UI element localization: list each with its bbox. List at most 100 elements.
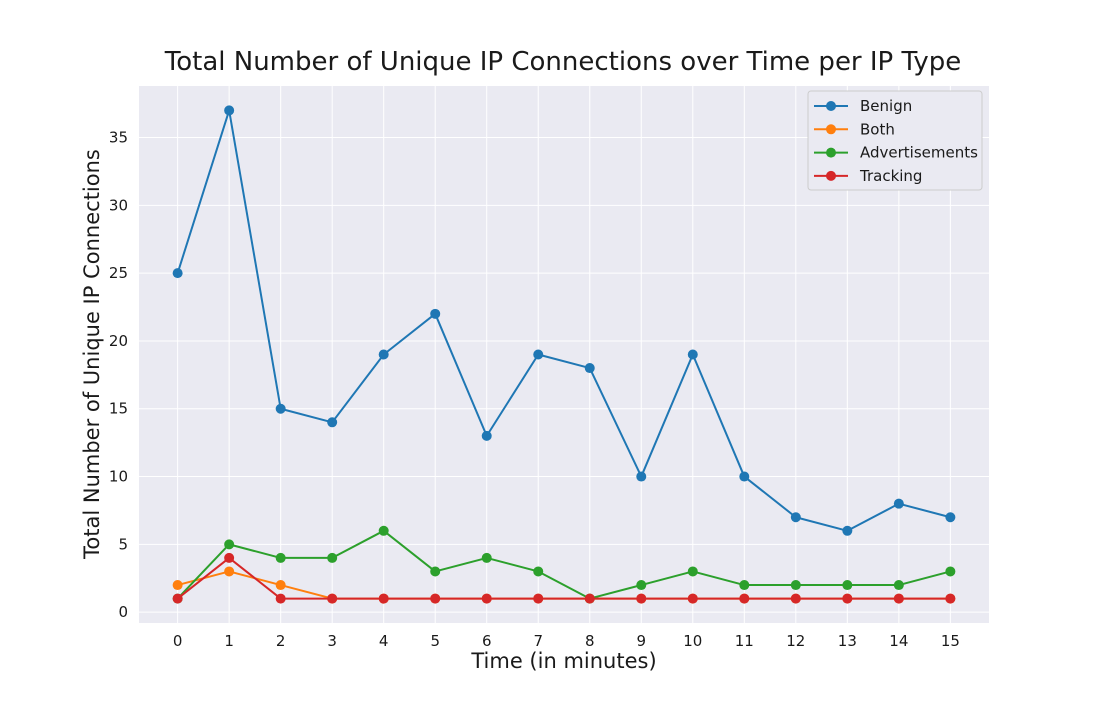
- data-point-benign: [893, 498, 904, 509]
- data-point-advertisements: [327, 552, 338, 563]
- data-point-tracking: [430, 593, 441, 604]
- x-tick-label: 4: [379, 632, 389, 650]
- legend-marker: [826, 101, 836, 111]
- data-point-advertisements: [275, 552, 286, 563]
- data-point-benign: [687, 349, 698, 360]
- legend-marker: [826, 147, 836, 158]
- x-tick-label: 6: [482, 632, 492, 650]
- x-tick-labels: 0 1 2 3 4 5 6 7 8 9 10 11 12 13 14 15: [173, 632, 960, 650]
- y-tick-label: 35: [109, 129, 128, 147]
- x-tick-label: 0: [173, 632, 183, 650]
- series-line-benign: [176, 109, 951, 532]
- y-axis-label: Total Number of Unique IP Connections: [80, 149, 104, 560]
- data-point-benign: [584, 363, 595, 374]
- data-point-tracking: [481, 593, 492, 604]
- data-point-tracking: [172, 593, 183, 604]
- data-point-benign: [842, 525, 853, 536]
- data-point-tracking: [739, 593, 750, 604]
- x-tick-label: 5: [430, 632, 440, 650]
- legend-marker: [826, 170, 836, 181]
- legend-item-benign: Benign: [814, 97, 912, 115]
- y-tick-label: 30: [109, 196, 128, 214]
- data-point-tracking: [275, 593, 286, 604]
- y-tick-label: 15: [109, 400, 128, 418]
- x-tick-label: 8: [585, 632, 595, 650]
- legend-item-advertisements: Advertisements: [814, 144, 978, 162]
- legend-label: Both: [860, 120, 895, 138]
- data-point-advertisements: [739, 580, 750, 591]
- data-point-advertisements: [636, 580, 647, 591]
- data-point-tracking: [790, 593, 801, 604]
- data-point-advertisements: [224, 539, 235, 550]
- x-tick-label: 9: [636, 632, 646, 650]
- chart-title: Total Number of Unique IP Connections ov…: [164, 47, 961, 77]
- x-tick-label: 3: [327, 632, 337, 650]
- y-tick-label: 25: [109, 264, 128, 282]
- x-tick-label: 15: [941, 632, 960, 650]
- legend-item-tracking: Tracking: [814, 167, 922, 185]
- legend-item-both: Both: [814, 120, 895, 138]
- data-point-both: [224, 566, 235, 577]
- legend-box: [807, 90, 983, 191]
- data-point-benign: [790, 512, 801, 523]
- series-group: [172, 105, 956, 604]
- data-point-benign: [327, 417, 338, 428]
- legend-label: Advertisements: [860, 144, 978, 162]
- y-tick-label: 5: [118, 535, 128, 553]
- data-point-both: [275, 580, 286, 591]
- data-point-benign: [739, 471, 750, 482]
- series-line-tracking: [177, 556, 951, 600]
- data-point-advertisements: [533, 566, 544, 577]
- data-point-tracking: [842, 593, 853, 604]
- data-point-tracking: [636, 593, 647, 604]
- data-point-tracking: [893, 593, 904, 604]
- data-point-tracking: [945, 593, 956, 604]
- data-point-benign: [533, 349, 544, 360]
- data-point-advertisements: [945, 566, 956, 577]
- data-point-benign: [224, 105, 235, 116]
- x-axis-label: Time (in minutes): [470, 649, 656, 673]
- data-point-tracking: [224, 552, 235, 563]
- x-tick-label: 7: [533, 632, 543, 650]
- y-tick-label: 10: [109, 468, 128, 486]
- x-tick-label: 12: [786, 632, 805, 650]
- series-tracking: [172, 552, 956, 604]
- x-tick-label: 10: [683, 632, 702, 650]
- data-point-benign: [636, 471, 647, 482]
- data-point-tracking: [584, 593, 595, 604]
- data-point-benign: [275, 403, 286, 414]
- data-point-advertisements: [790, 580, 801, 591]
- data-point-advertisements: [687, 566, 698, 577]
- data-point-benign: [945, 512, 956, 523]
- x-tick-label: 14: [889, 632, 908, 650]
- data-point-tracking: [687, 593, 698, 604]
- data-point-advertisements: [842, 580, 853, 591]
- y-tick-labels: 0 5 10 15 20 25 30 35: [109, 129, 128, 622]
- x-tick-label: 13: [838, 632, 857, 650]
- data-point-advertisements: [430, 566, 441, 577]
- data-point-both: [172, 580, 183, 591]
- y-tick-label: 0: [118, 603, 128, 621]
- data-point-advertisements: [481, 552, 492, 563]
- data-point-benign: [481, 430, 492, 441]
- data-point-tracking: [378, 593, 389, 604]
- data-point-benign: [172, 268, 183, 279]
- x-tick-label: 1: [224, 632, 234, 650]
- data-point-tracking: [533, 593, 544, 604]
- y-tick-label: 20: [109, 332, 128, 350]
- legend-label: Tracking: [859, 167, 922, 185]
- data-point-advertisements: [378, 525, 389, 536]
- series-line-advertisements: [176, 529, 951, 600]
- legend-marker: [826, 124, 836, 135]
- data-point-benign: [430, 308, 441, 319]
- data-point-advertisements: [893, 580, 904, 591]
- x-tick-label: 11: [735, 632, 754, 650]
- data-point-tracking: [327, 593, 338, 604]
- series-benign: [172, 105, 956, 536]
- data-point-benign: [378, 349, 389, 360]
- x-tick-label: 2: [276, 632, 286, 650]
- legend: Benign Both Advertisements Tracking: [807, 90, 983, 191]
- legend-label: Benign: [860, 97, 912, 115]
